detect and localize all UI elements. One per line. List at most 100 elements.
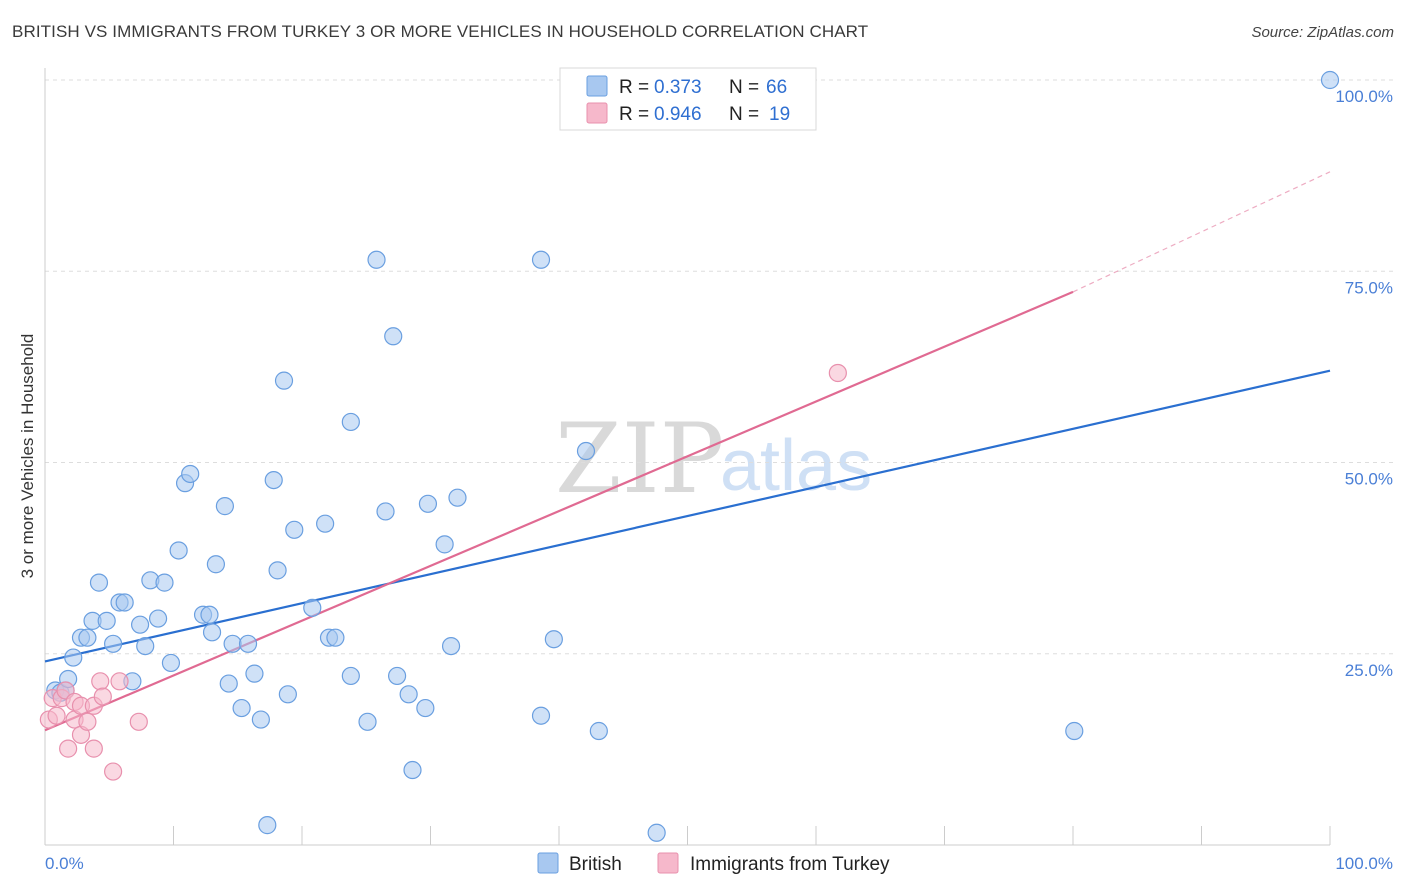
- point-turkey: [78, 712, 97, 731]
- point-british: [215, 497, 234, 516]
- bottom-legend-british: British: [569, 854, 622, 875]
- point-british: [531, 706, 551, 725]
- point-turkey: [828, 363, 847, 383]
- point-british: [136, 636, 155, 656]
- y-tick-label: 100.0%: [1335, 87, 1393, 106]
- point-turkey: [93, 687, 112, 706]
- legend-r-value-turkey: 0.946: [654, 104, 702, 125]
- point-british: [202, 623, 222, 642]
- point-turkey: [110, 672, 129, 691]
- point-british: [78, 628, 97, 647]
- point-british: [384, 327, 403, 346]
- trend-lines: [44, 171, 1331, 732]
- point-british: [303, 598, 322, 617]
- point-british: [219, 674, 238, 693]
- point-turkey: [129, 712, 148, 731]
- point-british: [206, 555, 226, 574]
- point-british: [589, 721, 608, 741]
- legend-n-label-turkey: N =: [729, 104, 759, 125]
- point-british: [238, 634, 258, 653]
- point-british: [1065, 721, 1084, 741]
- point-british: [258, 816, 277, 835]
- correlation-legend: R = 0.373 N = 66 R = 0.946 N = 19: [559, 67, 817, 131]
- chart-title: BRITISH VS IMMIGRANTS FROM TURKEY 3 OR M…: [12, 22, 869, 41]
- point-turkey: [59, 739, 78, 758]
- bottom-legend-swatch-british: [537, 852, 559, 874]
- legend-r-value-british: 0.373: [654, 77, 702, 98]
- point-british: [435, 535, 454, 554]
- watermark-zip: ZIP: [555, 403, 724, 515]
- y-axis-label: 3 or more Vehicles in Household: [18, 334, 37, 579]
- point-british: [245, 664, 264, 683]
- point-british: [647, 823, 666, 842]
- point-british: [367, 250, 386, 269]
- bottom-legend-swatch-turkey: [657, 852, 679, 874]
- legend-r-label-british: R =: [619, 77, 649, 98]
- legend-n-label-british: N =: [729, 77, 759, 98]
- point-british: [148, 609, 168, 628]
- point-british: [115, 593, 134, 612]
- series-legend: British Immigrants from Turkey: [537, 852, 890, 875]
- x-tick-label-min: 0.0%: [45, 854, 84, 873]
- legend-r-label-turkey: R =: [619, 104, 649, 125]
- point-british: [64, 648, 83, 667]
- point-british: [416, 698, 435, 718]
- point-british: [169, 541, 188, 560]
- point-british: [181, 464, 200, 484]
- point-british: [341, 666, 360, 686]
- point-british: [89, 573, 109, 592]
- trend-line-turkey-extension: [1072, 171, 1331, 293]
- legend-swatch-turkey: [586, 102, 608, 124]
- x-ticks: [173, 826, 1331, 845]
- point-british: [161, 653, 181, 673]
- point-british: [278, 685, 297, 704]
- point-british: [285, 520, 304, 539]
- point-british: [104, 634, 123, 653]
- legend-n-value-turkey: 19: [769, 104, 790, 125]
- point-british: [1320, 70, 1340, 90]
- point-british: [232, 698, 251, 718]
- y-tick-label: 50.0%: [1345, 470, 1393, 489]
- trend-line-british: [44, 369, 1331, 663]
- bottom-legend-turkey: Immigrants from Turkey: [690, 854, 890, 875]
- y-tick-label: 75.0%: [1345, 278, 1393, 297]
- point-british: [403, 760, 422, 780]
- point-british: [251, 710, 270, 729]
- point-british: [576, 441, 596, 461]
- point-turkey: [104, 762, 123, 781]
- point-british: [130, 615, 150, 634]
- point-british: [264, 470, 283, 490]
- point-british: [418, 494, 438, 513]
- point-turkey: [84, 739, 103, 758]
- point-british: [200, 605, 219, 624]
- point-british: [376, 502, 395, 521]
- point-british: [358, 712, 377, 731]
- point-british: [387, 666, 407, 686]
- gridlines: [45, 79, 1393, 655]
- point-turkey: [91, 672, 110, 691]
- y-tick-label: 25.0%: [1345, 661, 1393, 680]
- point-british: [341, 412, 360, 432]
- trend-line-turkey: [44, 290, 1074, 732]
- chart-source: Source: ZipAtlas.com: [1251, 24, 1394, 41]
- point-british: [274, 371, 294, 390]
- point-british: [316, 514, 335, 533]
- point-british: [448, 488, 467, 507]
- point-british: [155, 573, 174, 592]
- legend-swatch-british: [586, 75, 608, 97]
- point-british: [268, 561, 287, 580]
- point-british: [441, 636, 461, 656]
- point-british: [326, 628, 345, 647]
- x-tick-label-max: 100.0%: [1335, 854, 1393, 873]
- point-british: [97, 611, 116, 630]
- point-british: [399, 685, 418, 704]
- point-british: [531, 250, 551, 269]
- data-points: [39, 70, 1340, 842]
- point-turkey: [47, 706, 66, 725]
- point-british: [223, 634, 242, 653]
- y-tick-labels: 25.0% 50.0% 75.0% 100.0%: [1335, 87, 1393, 680]
- point-british: [544, 630, 563, 649]
- legend-n-value-british: 66: [766, 77, 787, 98]
- watermark-atlas: atlas: [720, 426, 872, 506]
